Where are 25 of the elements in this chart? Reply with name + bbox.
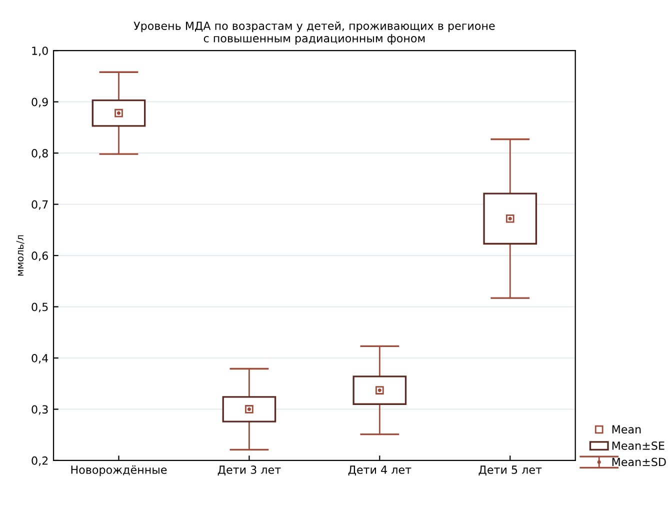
x-tick-label: Новорождённые bbox=[71, 465, 167, 476]
y-tick-label: 0,6 bbox=[32, 252, 48, 262]
y-tick-label: 0,5 bbox=[32, 302, 48, 312]
y-tick-label: 1,0 bbox=[32, 46, 48, 56]
y-tick-label: 0,3 bbox=[32, 405, 48, 415]
legend-label: Mean bbox=[612, 425, 641, 434]
y-axis-title: ммоль/л bbox=[16, 235, 24, 276]
bar bbox=[483, 192, 538, 245]
y-tick-label: 0,2 bbox=[32, 456, 48, 466]
y-tick-label: 0,7 bbox=[32, 200, 48, 210]
chart-title: Уровень МДА по возрастам у детей, проживающих в регионе с повышенным радиационным фоном bbox=[134, 21, 495, 45]
x-tick-label: Дети 5 лет bbox=[478, 466, 542, 476]
point bbox=[506, 214, 514, 223]
point bbox=[375, 386, 384, 394]
bar bbox=[222, 396, 276, 422]
legend-label: Mean±SE bbox=[612, 441, 664, 450]
y-tick-label: 0,8 bbox=[32, 149, 48, 159]
bar bbox=[92, 99, 146, 127]
bar bbox=[352, 376, 407, 405]
point bbox=[114, 108, 123, 118]
y-tick-label: 0,4 bbox=[32, 354, 48, 364]
legend-label: Mean±SD bbox=[612, 458, 666, 466]
x-tick-label: Дети 3 лет bbox=[218, 466, 281, 476]
x-tick-label: Дети 4 лет bbox=[348, 466, 412, 476]
y-tick-label: 0,9 bbox=[32, 98, 48, 108]
